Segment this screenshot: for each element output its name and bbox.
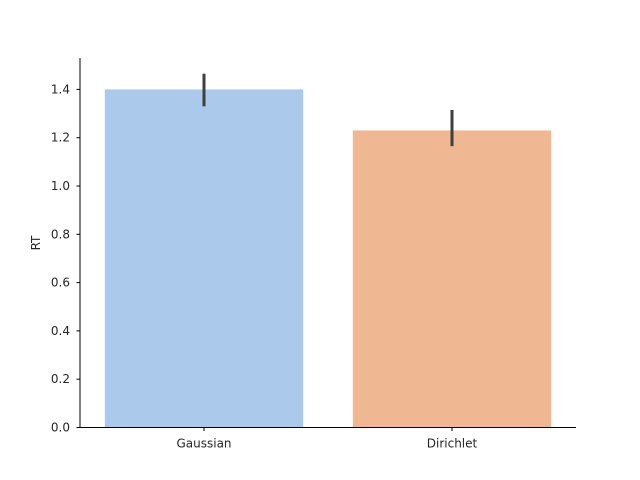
bars-layer bbox=[104, 89, 552, 428]
y-axis-label: RT bbox=[29, 235, 43, 250]
x-axis: Gaussian Dirichlet bbox=[176, 427, 478, 451]
bar-gaussian bbox=[104, 89, 304, 428]
y-axis: 0.0 0.2 0.4 0.6 0.8 1.0 1.2 1.4 bbox=[51, 82, 80, 435]
y-tick-label: 0.6 bbox=[51, 276, 70, 290]
y-tick-label: 0.4 bbox=[51, 324, 70, 338]
y-tick-label: 1.4 bbox=[51, 82, 70, 96]
y-tick-label: 1.2 bbox=[51, 131, 70, 145]
y-tick-label: 0.2 bbox=[51, 372, 70, 386]
y-tick-label: 0.8 bbox=[51, 227, 70, 241]
x-tick-label-gaussian: Gaussian bbox=[176, 437, 231, 451]
bar-dirichlet bbox=[352, 130, 552, 428]
error-bars-layer bbox=[202, 73, 454, 147]
y-tick-label: 1.0 bbox=[51, 179, 70, 193]
x-tick-label-dirichlet: Dirichlet bbox=[427, 437, 478, 451]
y-tick-label: 0.0 bbox=[51, 421, 70, 435]
